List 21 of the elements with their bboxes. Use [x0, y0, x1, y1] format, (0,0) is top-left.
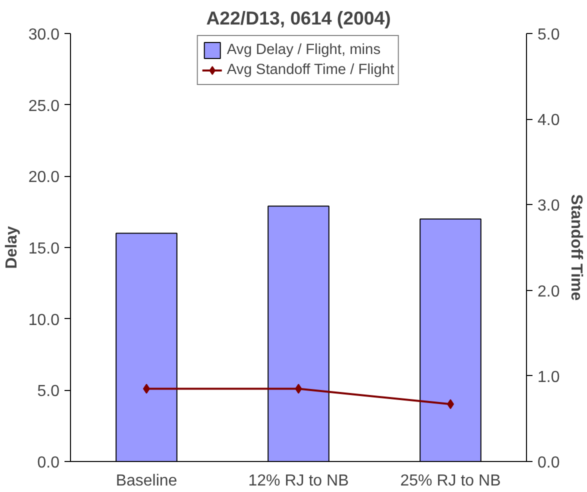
x-tick-label: 12% RJ to NB — [248, 472, 349, 490]
x-tick-label: Baseline — [116, 472, 178, 490]
x-tick-label: 25% RJ to NB — [400, 472, 501, 490]
y2-tick-label: 1.0 — [538, 368, 560, 386]
y-tick-label: 5.0 — [37, 383, 60, 400]
y2-axis-title: Standoff Time — [568, 194, 585, 301]
y-tick-label: 25.0 — [28, 98, 60, 115]
y-tick-label: 30.0 — [28, 26, 60, 44]
legend-label: Avg Delay / Flight, mins — [226, 42, 381, 58]
y2-tick-label: 5.0 — [538, 26, 560, 44]
y2-tick-label: 4.0 — [538, 112, 560, 130]
y-tick-label: 15.0 — [28, 240, 60, 258]
y2-tick-label: 0.0 — [538, 454, 560, 472]
y2-tick-label: 2.0 — [538, 283, 560, 300]
y-tick-label: 20.0 — [28, 169, 60, 186]
y-axis-title: Delay — [3, 226, 20, 269]
y-tick-label: 10.0 — [28, 312, 60, 329]
y2-tick-label: 3.0 — [538, 198, 560, 215]
legend-label: Avg Standoff Time / Flight — [226, 62, 394, 78]
chart-title: A22/D13, 0614 (2004) — [206, 8, 391, 28]
y-tick-label: 0.0 — [37, 454, 60, 472]
